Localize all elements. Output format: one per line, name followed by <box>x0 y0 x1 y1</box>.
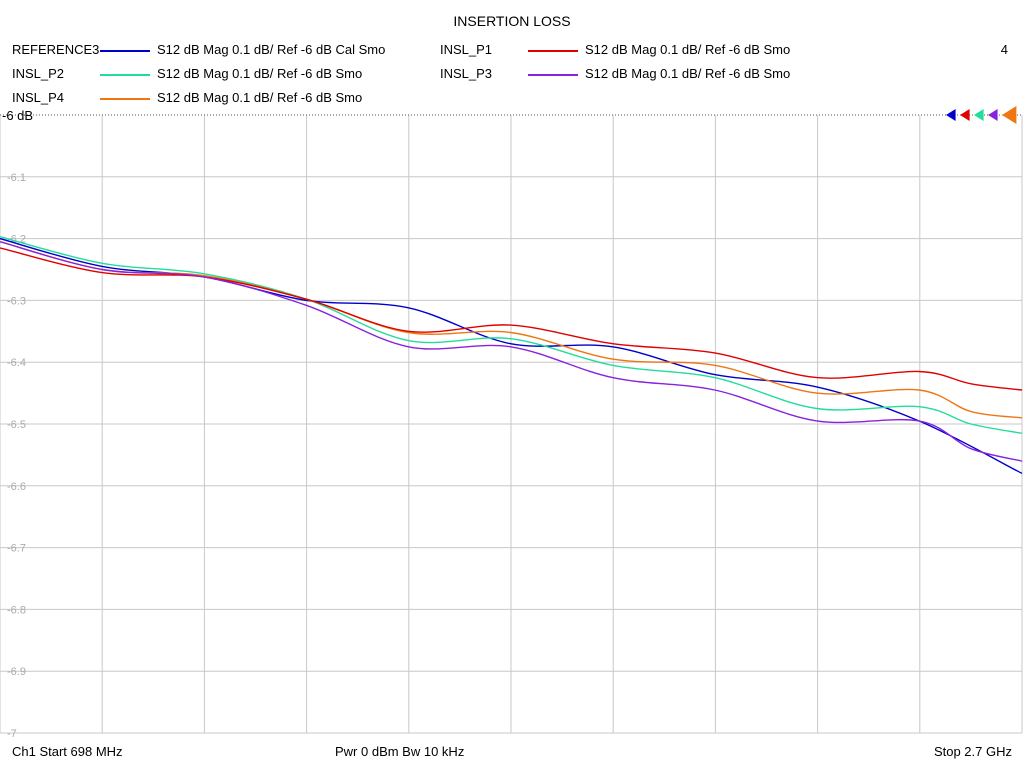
reference-markers <box>946 106 1017 124</box>
reference-marker-insl-p4 <box>1002 106 1017 124</box>
y-tick-label: -6.9 <box>7 666 26 678</box>
legend-description: S12 dB Mag 0.1 dB/ Ref -6 dB Smo <box>585 42 791 57</box>
legend-description: S12 dB Mag 0.1 dB/ Ref -6 dB Smo <box>157 90 363 105</box>
reference-marker-reference3 <box>946 109 956 121</box>
reference-level-label: -6 dB <box>2 108 33 123</box>
trace-insl-p3 <box>0 241 1023 462</box>
legend-swatch <box>100 50 150 52</box>
y-tick-labels: -6.1-6.2-6.3-6.4-6.5-6.6-6.7-6.8-6.9-7 <box>7 172 26 740</box>
legend-swatch <box>100 74 150 76</box>
legend-label: INSL_P2 <box>12 66 65 81</box>
start-frequency-label: Ch1 Start 698 MHz <box>12 744 123 759</box>
grid <box>0 115 1023 734</box>
y-tick-label: -6.8 <box>7 604 26 616</box>
stop-frequency-label: Stop 2.7 GHz <box>933 744 1012 759</box>
legend-swatch <box>528 50 578 52</box>
legend-description: S12 dB Mag 0.1 dB/ Ref -6 dB Smo <box>157 66 363 81</box>
y-tick-label: -6.4 <box>7 357 26 369</box>
traces <box>0 236 1023 475</box>
trace-insl-p2 <box>0 236 1023 434</box>
legend-swatch <box>100 98 150 100</box>
legend-entry-insl-p1: INSL_P1 S12 dB Mag 0.1 dB/ Ref -6 dB Smo <box>440 42 840 60</box>
reference-marker-insl-p1 <box>960 109 970 121</box>
reference-marker-insl-p3 <box>988 109 998 121</box>
power-bandwidth-label: Pwr 0 dBm Bw 10 kHz <box>335 744 465 759</box>
legend-label: INSL_P3 <box>440 66 493 81</box>
legend-entry-insl-p3: INSL_P3 S12 dB Mag 0.1 dB/ Ref -6 dB Smo <box>440 66 840 84</box>
y-tick-label: -6.6 <box>7 481 26 493</box>
chart-plot-area: -6 dB -6.1-6.2-6.3-6.4-6.5-6.6-6.7-6.8-6… <box>0 106 1023 740</box>
y-tick-label: -7 <box>7 728 17 740</box>
y-tick-label: -6.5 <box>7 419 26 431</box>
y-tick-label: -6.3 <box>7 295 26 307</box>
legend-swatch <box>528 74 578 76</box>
legend-label: REFERENCE3 <box>12 42 100 57</box>
legend-entry-insl-p4: INSL_P4 S12 dB Mag 0.1 dB/ Ref -6 dB Smo <box>12 90 422 108</box>
legend-description: S12 dB Mag 0.1 dB/ Ref -6 dB Smo <box>585 66 791 81</box>
legend-label: INSL_P4 <box>12 90 65 105</box>
y-tick-label: -6.7 <box>7 543 26 555</box>
reference-marker-insl-p2 <box>974 109 984 121</box>
channel-number: 4 <box>1000 42 1008 57</box>
trace-insl-p1 <box>0 247 1023 391</box>
legend-label: INSL_P1 <box>440 42 493 57</box>
trace-insl-p4 <box>0 241 1023 419</box>
legend-entry-reference3: REFERENCE3 S12 dB Mag 0.1 dB/ Ref -6 dB … <box>12 42 422 60</box>
reference-line: -6 dB <box>0 108 1022 123</box>
legend-description: S12 dB Mag 0.1 dB/ Ref -6 dB Cal Smo <box>157 42 386 57</box>
chart-title: INSERTION LOSS <box>453 13 571 29</box>
y-tick-label: -6.1 <box>7 172 26 184</box>
legend-entry-insl-p2: INSL_P2 S12 dB Mag 0.1 dB/ Ref -6 dB Smo <box>12 66 422 84</box>
